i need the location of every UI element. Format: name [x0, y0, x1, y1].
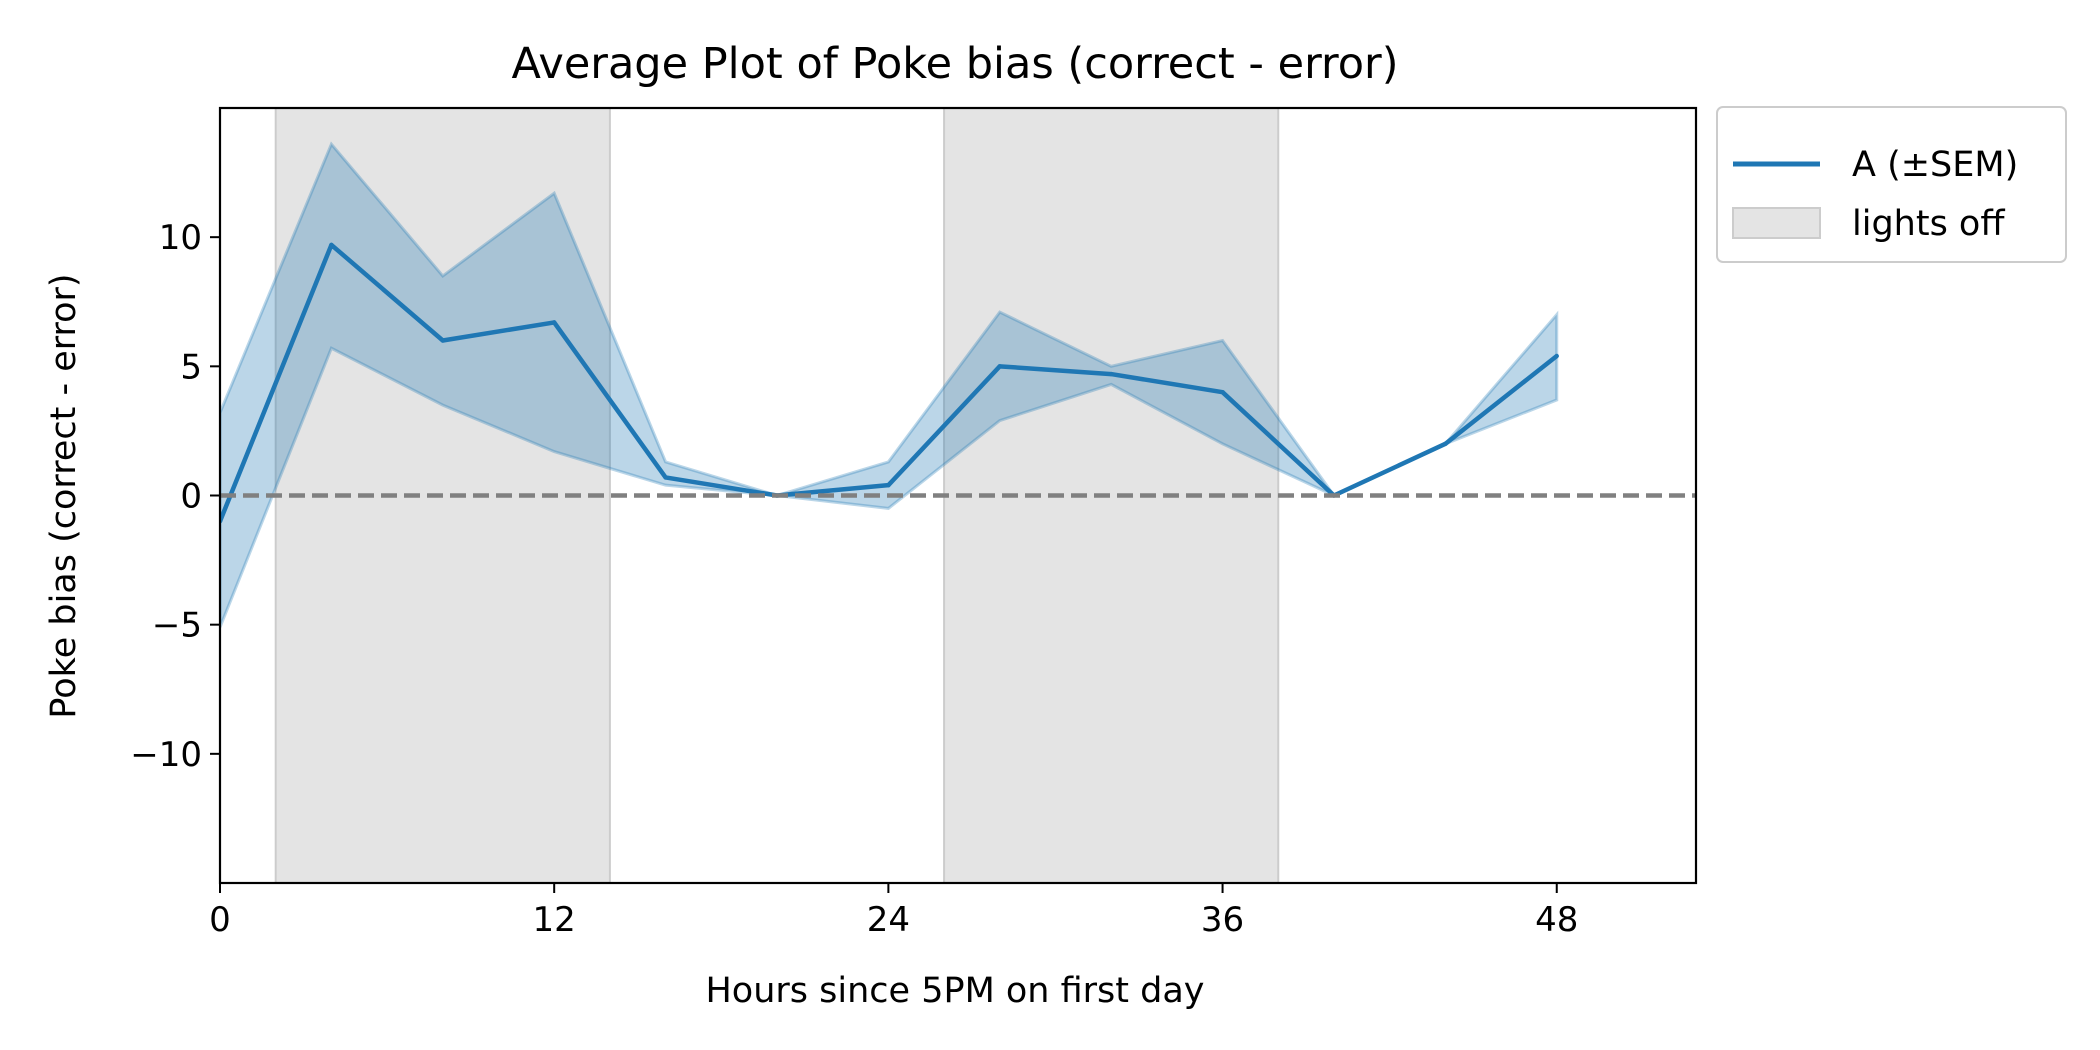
data-point-1-10	[1220, 389, 1225, 395]
legend-swatch-lights-off	[1732, 207, 1821, 239]
data-point-1-13	[1554, 353, 1559, 359]
x-tick-label-5: 48	[1535, 900, 1578, 940]
x-tick-label-3: 24	[867, 900, 910, 940]
y-tick-label-3: 0	[180, 477, 202, 517]
data-point-1-2	[329, 242, 334, 248]
data-point-1-12	[1443, 441, 1448, 447]
x-tick-label-2: 12	[533, 900, 576, 940]
y-tick-label-4: 5	[180, 347, 202, 387]
y-tick-label-5: 10	[159, 218, 202, 258]
x-axis-label: Hours since 5PM on first day	[705, 971, 1204, 1011]
chart-title: Average Plot of Poke bias (correct - err…	[511, 39, 1398, 89]
data-point-1-8	[997, 364, 1002, 369]
x-tick-label-1: 0	[209, 900, 231, 940]
legend-label-lights-off: lights off	[1852, 204, 2005, 244]
sem-band-1	[220, 141, 1559, 628]
y-axis-label: Poke bias (correct - error)	[44, 273, 84, 718]
data-point-1-4	[551, 320, 557, 325]
legend-label-series: A (±SEM)	[1852, 145, 2018, 185]
data-point-1-3	[440, 338, 445, 343]
y-tick-label-2: −5	[152, 606, 202, 646]
data-point-1-9	[1108, 371, 1114, 377]
x-tick-label-4: 36	[1201, 900, 1244, 940]
data-point-1-5	[663, 475, 668, 480]
legend: A (±SEM) lights off	[1716, 106, 2067, 263]
y-tick-label-1: −10	[130, 735, 202, 775]
plot-area: 0 12 24 36 48 −10 −5 0 5 10	[130, 106, 1698, 940]
data-point-1-7	[886, 482, 891, 488]
